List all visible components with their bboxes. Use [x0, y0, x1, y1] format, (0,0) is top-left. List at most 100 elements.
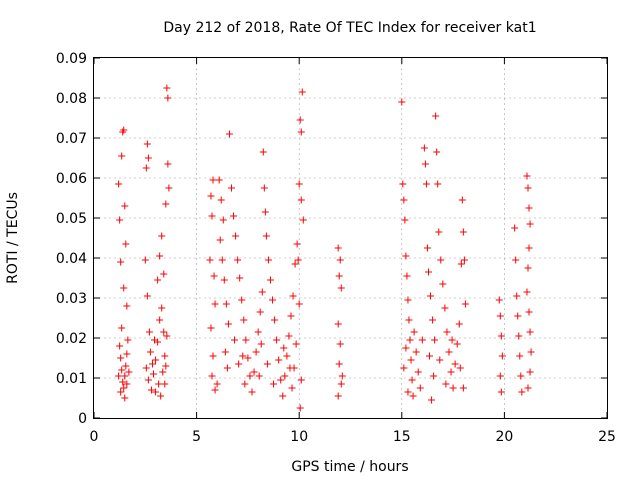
data-point — [400, 196, 408, 204]
data-point — [162, 200, 170, 208]
data-point — [455, 320, 463, 328]
data-point — [211, 300, 219, 308]
y-tick-label: 0.07 — [56, 131, 87, 147]
data-point — [433, 148, 441, 156]
y-tick-label: 0.05 — [56, 211, 87, 227]
data-point — [297, 376, 305, 384]
data-point — [145, 328, 153, 336]
data-point — [144, 154, 152, 162]
data-point — [254, 328, 262, 336]
data-point — [116, 216, 124, 224]
data-point — [442, 380, 450, 388]
data-point — [296, 116, 304, 124]
data-point — [432, 112, 440, 120]
data-point — [459, 228, 467, 236]
data-point — [437, 256, 445, 264]
data-point — [518, 388, 526, 396]
data-point — [453, 340, 461, 348]
data-point — [210, 272, 218, 280]
data-point — [211, 386, 219, 394]
data-point — [259, 148, 267, 156]
data-point — [275, 356, 283, 364]
data-point — [447, 368, 455, 376]
data-point — [422, 180, 430, 188]
x-tick-label: 0 — [90, 429, 99, 445]
data-point — [142, 364, 150, 372]
data-point — [460, 256, 468, 264]
data-point — [409, 392, 417, 400]
data-point — [427, 292, 435, 300]
data-point — [157, 392, 165, 400]
data-point — [288, 384, 296, 392]
data-point — [222, 300, 230, 308]
data-point — [161, 380, 169, 388]
data-point — [527, 348, 535, 356]
data-point — [150, 370, 158, 378]
data-point — [215, 176, 223, 184]
data-point — [236, 274, 244, 282]
y-tick-label: 0.01 — [56, 371, 87, 387]
y-tick-label: 0 — [78, 411, 87, 427]
data-point — [223, 364, 231, 372]
data-point — [208, 372, 216, 380]
data-point — [227, 184, 235, 192]
data-point — [117, 354, 125, 362]
data-point — [435, 228, 443, 236]
data-point — [511, 224, 519, 232]
data-point — [334, 320, 342, 328]
data-point — [224, 320, 232, 328]
data-point — [420, 144, 428, 152]
x-axis-title: GPS time / hours — [291, 459, 408, 475]
data-point — [213, 380, 221, 388]
plot-frame — [93, 57, 608, 419]
data-point — [257, 340, 265, 348]
data-point — [115, 372, 123, 380]
data-point — [513, 292, 521, 300]
data-point — [431, 336, 439, 344]
data-point — [118, 152, 126, 160]
data-point — [154, 276, 162, 284]
data-point — [120, 284, 128, 292]
data-point — [160, 270, 168, 278]
data-point — [121, 394, 129, 402]
y-tick-label: 0.08 — [56, 91, 87, 107]
data-point — [516, 352, 524, 360]
data-point — [163, 332, 171, 340]
data-point — [430, 372, 438, 380]
data-point — [524, 384, 532, 392]
data-point — [496, 312, 504, 320]
data-point — [280, 344, 288, 352]
data-point — [434, 180, 442, 188]
data-point — [297, 196, 305, 204]
data-point — [497, 388, 505, 396]
data-point — [445, 348, 453, 356]
data-point — [219, 216, 227, 224]
data-point — [428, 396, 436, 404]
data-point — [123, 380, 131, 388]
data-point — [336, 256, 344, 264]
data-point — [117, 388, 125, 396]
data-point — [294, 256, 302, 264]
data-point — [262, 232, 270, 240]
data-point — [416, 384, 424, 392]
data-point — [118, 324, 126, 332]
data-point — [256, 308, 264, 316]
data-point — [523, 172, 531, 180]
data-point — [270, 380, 278, 388]
data-point — [116, 342, 124, 350]
data-point — [410, 328, 418, 336]
data-point — [279, 392, 287, 400]
data-point — [142, 164, 150, 172]
data-point — [526, 328, 534, 336]
data-point — [525, 204, 533, 212]
data-point — [337, 284, 345, 292]
data-point — [283, 352, 291, 360]
data-point — [414, 368, 422, 376]
data-point — [277, 376, 285, 384]
data-point — [250, 368, 258, 376]
data-point — [234, 256, 242, 264]
data-point — [123, 302, 131, 310]
data-point — [299, 216, 307, 224]
data-point — [335, 272, 343, 280]
